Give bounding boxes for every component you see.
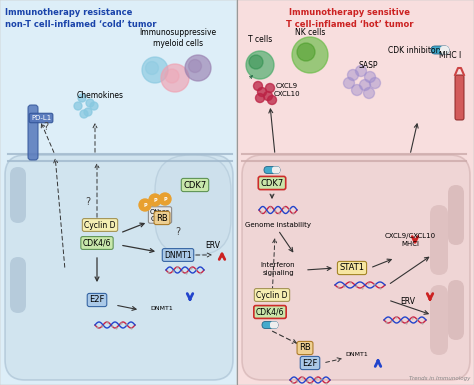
Text: P: P [153, 198, 157, 203]
Circle shape [159, 193, 171, 205]
Text: T cells: T cells [248, 35, 272, 44]
FancyBboxPatch shape [430, 205, 448, 275]
Circle shape [86, 99, 94, 107]
Text: CDK4/6: CDK4/6 [256, 308, 284, 316]
Circle shape [149, 194, 161, 206]
Text: CDK inhibitors: CDK inhibitors [388, 45, 442, 55]
Text: ?: ? [175, 227, 181, 237]
Text: CXCL9
CXCL10: CXCL9 CXCL10 [273, 83, 301, 97]
Text: ERV: ERV [205, 241, 220, 249]
Text: RB: RB [156, 214, 168, 223]
FancyBboxPatch shape [455, 75, 464, 120]
Circle shape [139, 199, 151, 211]
Circle shape [359, 79, 371, 90]
Text: CDK4/6: CDK4/6 [83, 238, 111, 248]
Text: Immunotherapy sensitive
T cell-inflamed ‘hot’ tumor: Immunotherapy sensitive T cell-inflamed … [286, 8, 414, 29]
FancyBboxPatch shape [10, 167, 26, 223]
FancyBboxPatch shape [0, 0, 237, 385]
Circle shape [264, 92, 273, 100]
Text: Trends in Immunology: Trends in Immunology [409, 376, 470, 381]
Text: Cyclin D: Cyclin D [256, 291, 288, 300]
Circle shape [146, 62, 158, 75]
Text: E2F: E2F [89, 296, 105, 305]
Circle shape [265, 84, 274, 92]
Circle shape [347, 70, 358, 80]
FancyBboxPatch shape [440, 46, 449, 54]
Text: STAT1: STAT1 [339, 263, 365, 273]
FancyBboxPatch shape [448, 185, 464, 245]
FancyBboxPatch shape [5, 155, 233, 380]
Text: DNMT1: DNMT1 [150, 306, 173, 310]
Circle shape [344, 77, 355, 89]
Circle shape [189, 60, 201, 72]
Text: CDK7: CDK7 [183, 181, 207, 189]
Circle shape [255, 94, 264, 102]
Circle shape [161, 64, 189, 92]
Circle shape [84, 108, 92, 116]
FancyBboxPatch shape [262, 321, 278, 328]
Text: CXCL9/CXCL10
MHCI: CXCL9/CXCL10 MHCI [384, 233, 436, 247]
Text: Genome instability: Genome instability [245, 222, 311, 228]
Text: NK cells: NK cells [295, 28, 325, 37]
Circle shape [142, 57, 168, 83]
FancyBboxPatch shape [270, 321, 278, 328]
Text: Immunosuppressive
myeloid cells: Immunosuppressive myeloid cells [139, 28, 217, 48]
Circle shape [90, 102, 98, 110]
Text: DNMT1: DNMT1 [345, 353, 368, 358]
Circle shape [249, 55, 263, 69]
Text: RB: RB [299, 343, 311, 353]
Circle shape [78, 94, 86, 102]
Text: SASP: SASP [358, 60, 378, 70]
Text: Interferon
signaling: Interferon signaling [261, 262, 295, 276]
Circle shape [74, 102, 82, 110]
Text: ?: ? [44, 122, 48, 132]
Text: P: P [143, 203, 147, 208]
Text: P: P [163, 196, 167, 201]
Circle shape [185, 55, 211, 81]
Circle shape [292, 37, 328, 73]
Text: Chemokines: Chemokines [76, 90, 124, 99]
Text: ?: ? [85, 197, 91, 207]
FancyBboxPatch shape [28, 105, 38, 160]
Text: DNMT1: DNMT1 [164, 251, 192, 259]
Circle shape [356, 65, 366, 77]
FancyBboxPatch shape [431, 46, 449, 54]
Text: E2F: E2F [302, 358, 318, 368]
Circle shape [80, 110, 88, 118]
Text: Other
CDKs: Other CDKs [150, 209, 170, 221]
Text: Immunotherapy resistance
non-T cell-inflamed ‘cold’ tumor: Immunotherapy resistance non-T cell-infl… [5, 8, 156, 29]
Circle shape [365, 72, 375, 82]
Text: CDK7: CDK7 [260, 179, 283, 187]
FancyBboxPatch shape [430, 285, 448, 355]
FancyBboxPatch shape [264, 166, 280, 174]
Circle shape [297, 43, 315, 61]
Circle shape [165, 69, 179, 83]
FancyBboxPatch shape [448, 280, 464, 340]
Circle shape [257, 87, 266, 97]
FancyBboxPatch shape [155, 155, 231, 255]
Circle shape [352, 84, 363, 95]
Text: Cyclin D: Cyclin D [84, 221, 116, 229]
Circle shape [267, 95, 276, 104]
Circle shape [370, 77, 381, 89]
FancyBboxPatch shape [272, 166, 280, 174]
Text: PD-L1: PD-L1 [31, 115, 51, 121]
Circle shape [254, 82, 263, 90]
FancyBboxPatch shape [10, 257, 26, 313]
Circle shape [246, 51, 274, 79]
FancyBboxPatch shape [237, 0, 474, 385]
Circle shape [364, 87, 374, 99]
FancyBboxPatch shape [242, 155, 470, 380]
Text: ERV: ERV [400, 298, 415, 306]
Text: MHC I: MHC I [439, 50, 461, 60]
